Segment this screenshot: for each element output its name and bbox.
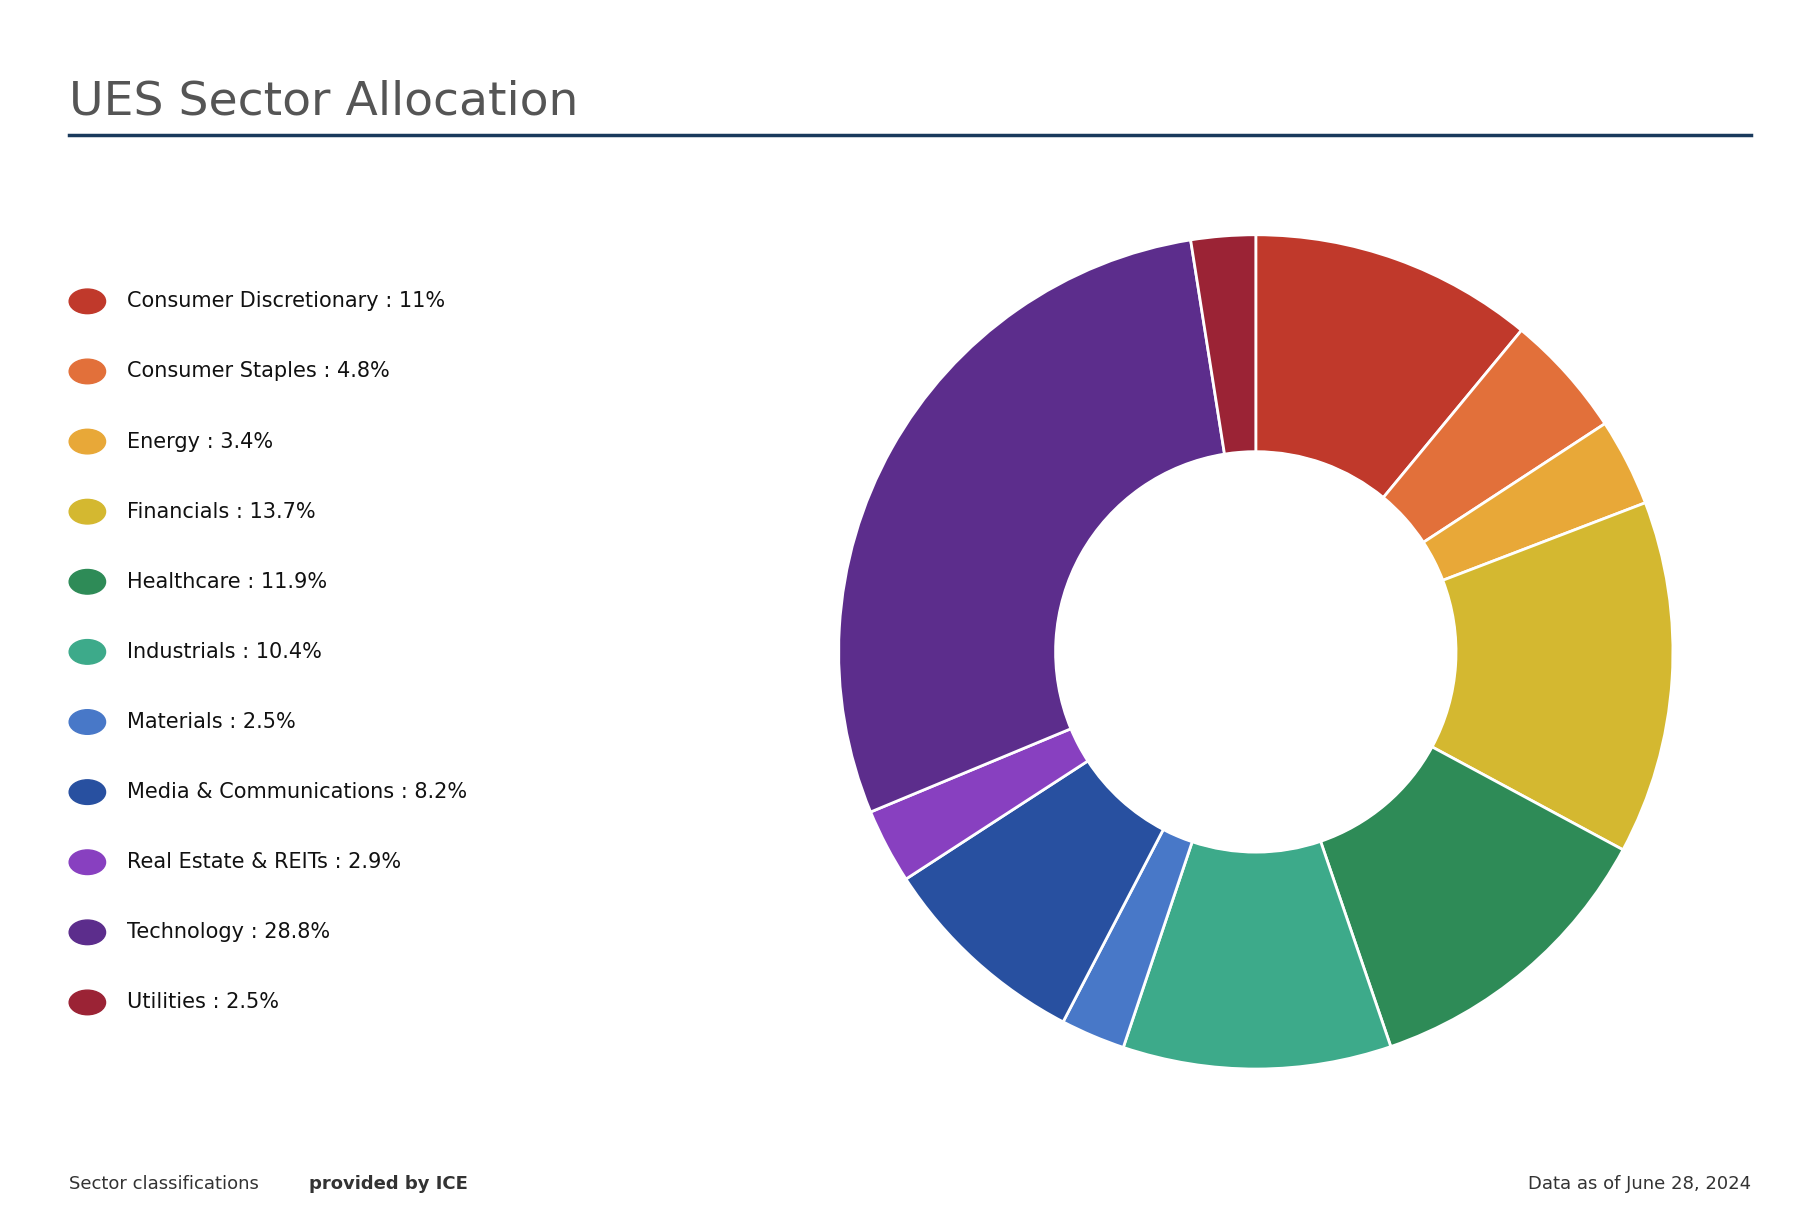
Text: Materials : 2.5%: Materials : 2.5% [127,712,297,732]
Text: Financials : 13.7%: Financials : 13.7% [127,502,317,522]
Text: Healthcare : 11.9%: Healthcare : 11.9% [127,572,328,592]
Text: Consumer Staples : 4.8%: Consumer Staples : 4.8% [127,362,389,381]
Text: Real Estate & REITs : 2.9%: Real Estate & REITs : 2.9% [127,852,402,872]
Text: Technology : 28.8%: Technology : 28.8% [127,922,331,942]
Wedge shape [1063,829,1192,1048]
Wedge shape [1383,331,1605,542]
Wedge shape [870,728,1088,879]
Text: UES Sector Allocation: UES Sector Allocation [69,80,579,125]
Wedge shape [1423,423,1645,581]
Text: Consumer Discretionary : 11%: Consumer Discretionary : 11% [127,292,446,311]
Wedge shape [1190,235,1256,454]
Text: Energy : 3.4%: Energy : 3.4% [127,432,273,451]
Wedge shape [1432,503,1673,850]
Text: provided by ICE: provided by ICE [309,1175,468,1193]
Wedge shape [1256,235,1522,498]
Wedge shape [1321,747,1623,1047]
Text: Media & Communications : 8.2%: Media & Communications : 8.2% [127,782,468,802]
Text: Sector classifications: Sector classifications [69,1175,264,1193]
Text: Utilities : 2.5%: Utilities : 2.5% [127,993,280,1012]
Wedge shape [906,761,1163,1022]
Text: Data as of June 28, 2024: Data as of June 28, 2024 [1527,1175,1751,1193]
Wedge shape [1123,841,1390,1069]
Text: Industrials : 10.4%: Industrials : 10.4% [127,642,322,662]
Circle shape [1056,451,1456,852]
Wedge shape [839,240,1225,812]
